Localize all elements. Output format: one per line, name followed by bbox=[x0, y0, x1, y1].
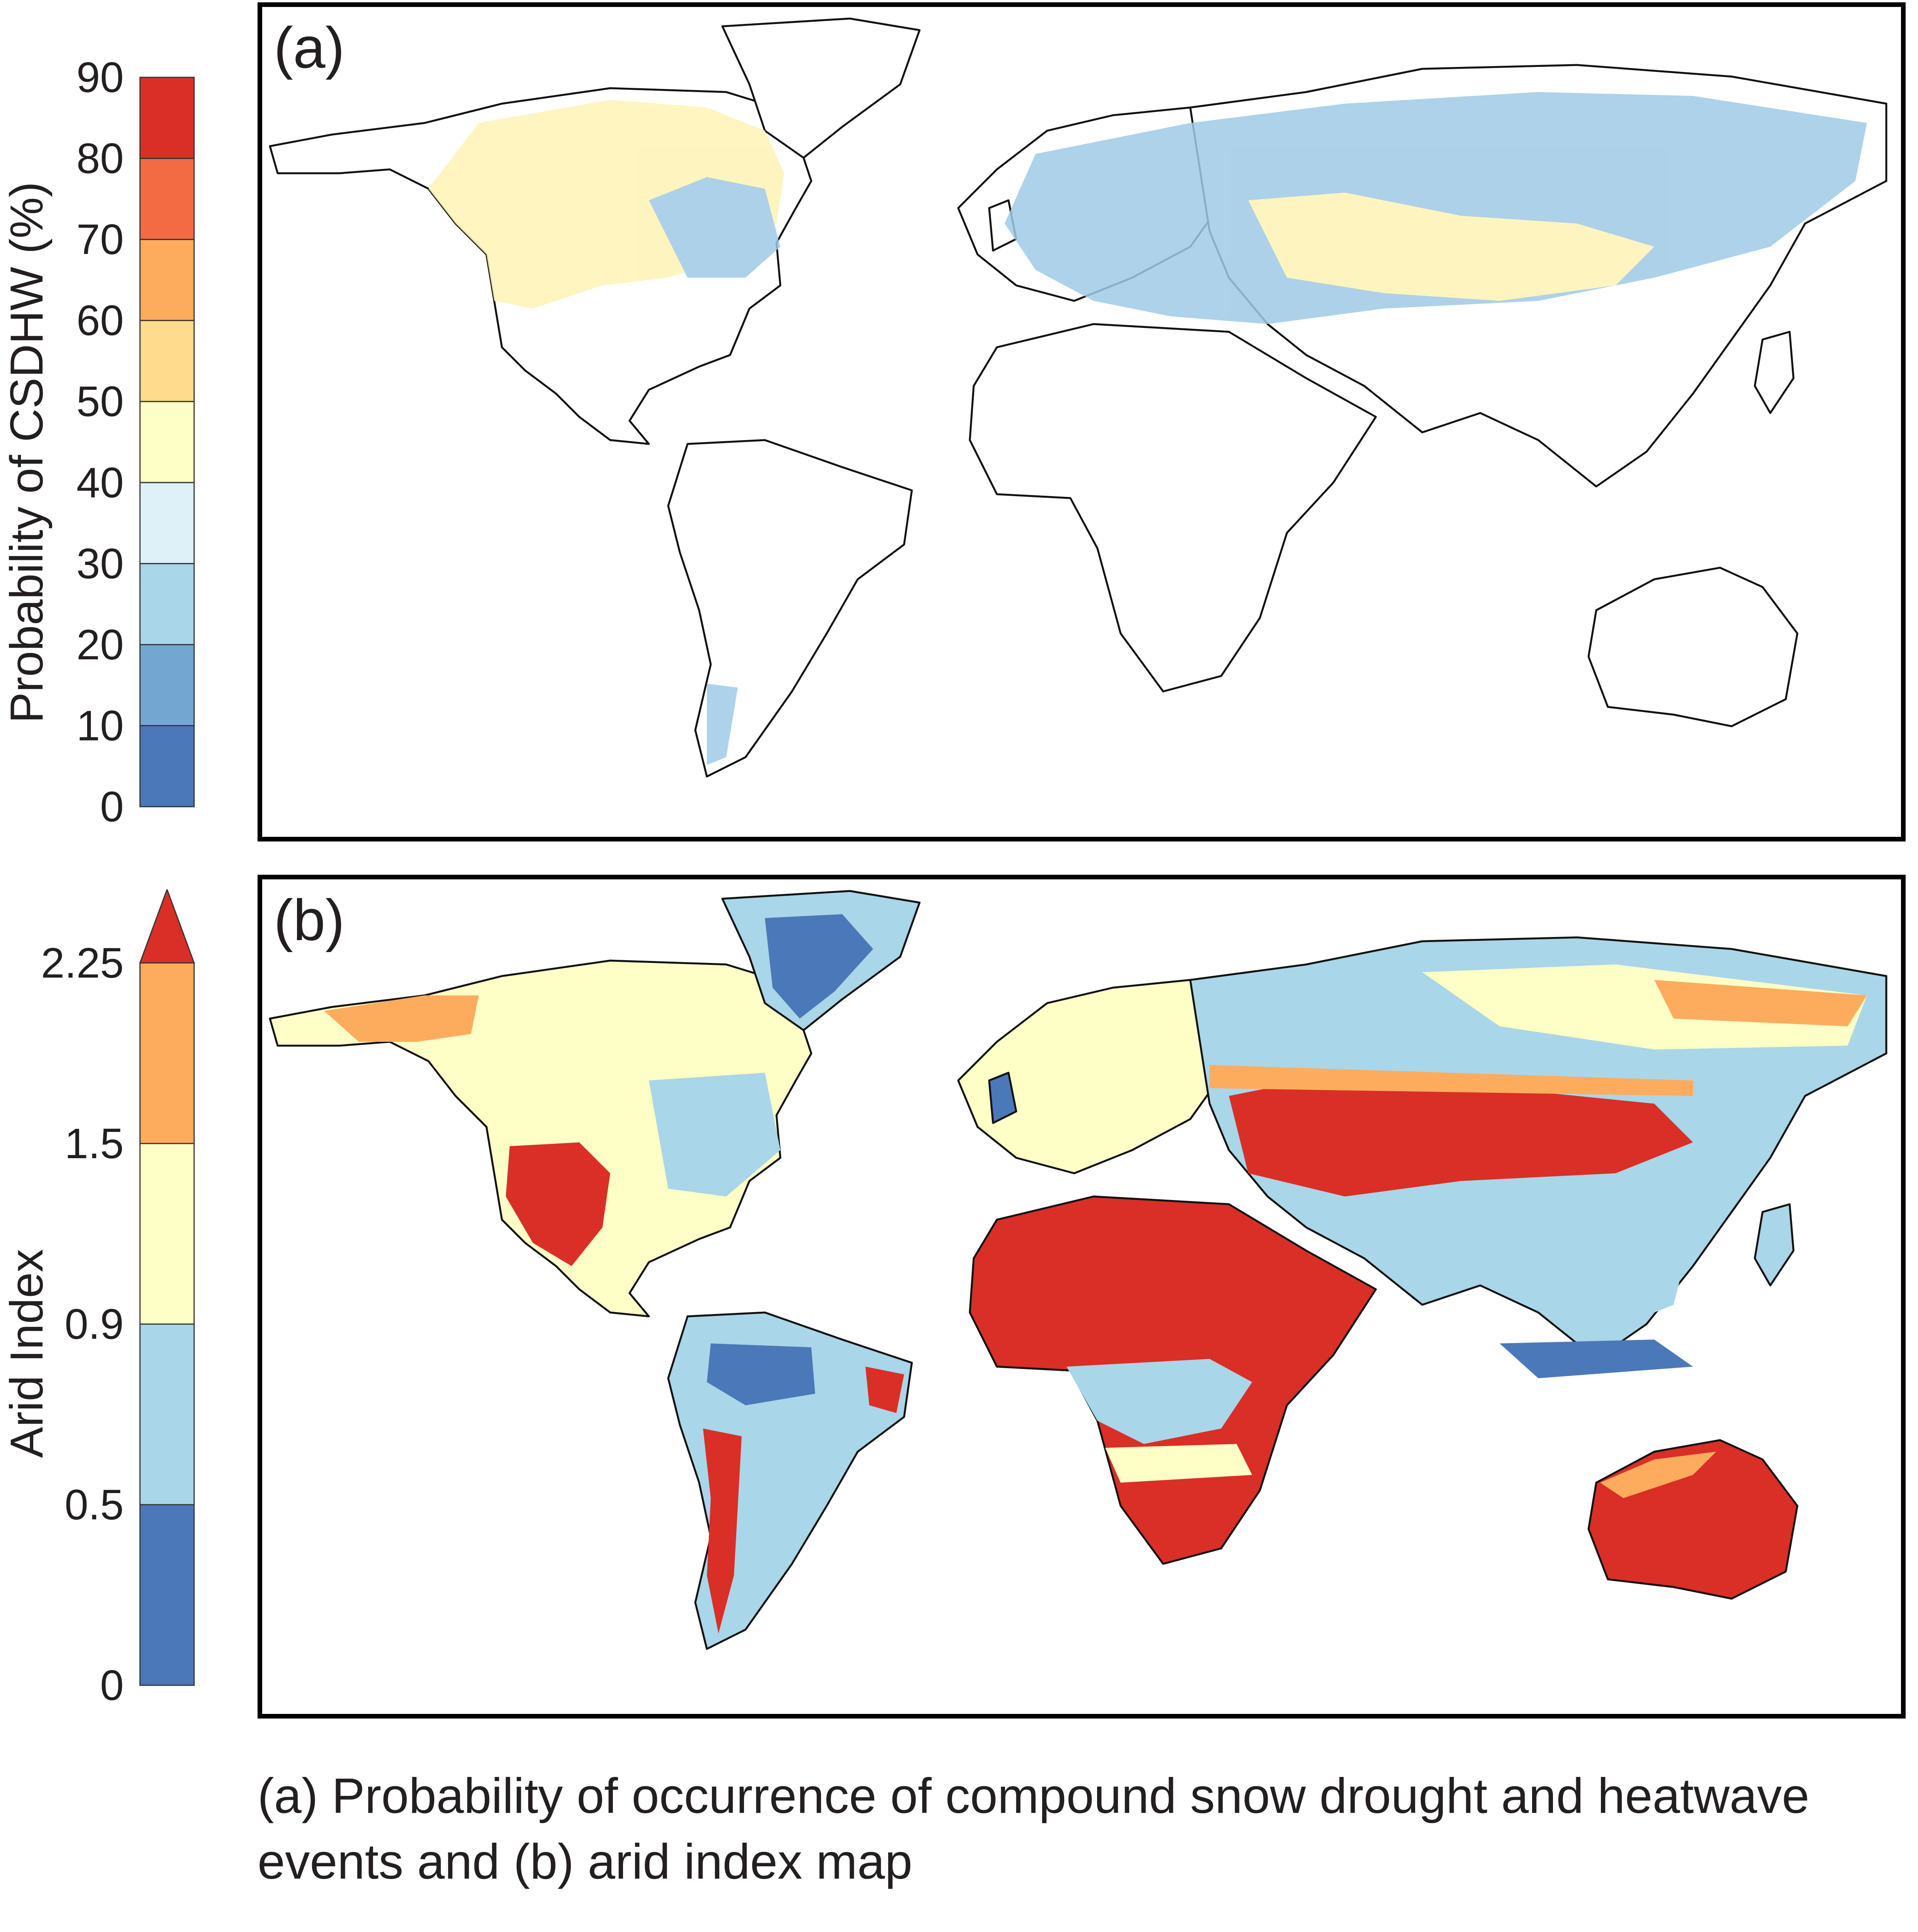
africa-outline bbox=[969, 323, 1377, 693]
colorbar-b-tick-3: 1.5 bbox=[65, 1120, 124, 1167]
eurasia-mid-region bbox=[1248, 193, 1654, 301]
australia-arid-rim bbox=[1600, 1452, 1716, 1498]
colorbar-a-tick-1: 10 bbox=[77, 702, 124, 749]
central-africa-humid bbox=[1067, 1359, 1252, 1444]
world-map-csdhw bbox=[269, 17, 1887, 778]
figure-caption: (a) Probability of occurrence of compoun… bbox=[258, 1768, 1809, 1890]
greenland-outline bbox=[721, 17, 921, 159]
siberia-arid bbox=[1654, 980, 1867, 1026]
world-map-arid-index bbox=[269, 890, 1887, 1650]
central-asia-arid-border bbox=[1210, 1065, 1693, 1096]
colorbar-a-band-3 bbox=[139, 482, 195, 564]
colorbar-a-band-6 bbox=[139, 239, 195, 321]
map-panel-a: (a) bbox=[258, 2, 1906, 841]
eastern-na-humid bbox=[649, 1073, 780, 1196]
colorbar-a-tick-4: 40 bbox=[77, 459, 124, 507]
colorbar-a-tick-9: 90 bbox=[77, 54, 124, 101]
colorbar-a-tick-8: 80 bbox=[77, 135, 124, 183]
uk-region bbox=[988, 1072, 1017, 1124]
colorbar-b-tick-1: 0.5 bbox=[65, 1481, 124, 1529]
colorbar-a-tick-6: 60 bbox=[77, 297, 124, 345]
western-us-very-arid bbox=[506, 1142, 610, 1266]
colorbar-csdhw-svg: 0 10 20 30 40 50 60 70 80 90 Probability of CSDHW… bbox=[1, 54, 195, 831]
colorbar-a-band-7 bbox=[139, 158, 195, 240]
colorbar-a-band-2 bbox=[139, 563, 195, 645]
colorbar-b-extension-arrow bbox=[139, 889, 195, 964]
colorbar-a-tick-3: 30 bbox=[77, 540, 124, 587]
alaska-arid bbox=[324, 995, 479, 1042]
colorbar-b-band-1 bbox=[139, 1323, 195, 1505]
andes-very-arid bbox=[703, 1429, 742, 1633]
eurasia-low-region bbox=[1005, 92, 1867, 324]
greenland-icecap-very-humid bbox=[765, 914, 873, 1019]
colorbar-b-tick-2: 0.9 bbox=[65, 1301, 124, 1348]
brazil-ne-arid bbox=[865, 1367, 904, 1413]
colorbar-a-band-8 bbox=[139, 77, 195, 159]
colorbar-a-band-0 bbox=[139, 725, 195, 807]
colorbar-arid-title: Arid Index bbox=[1, 1249, 53, 1458]
colorbar-a-band-4 bbox=[139, 401, 195, 483]
colorbar-a-tick-0: 0 bbox=[100, 783, 124, 831]
south-america-outline bbox=[667, 439, 913, 778]
indonesia-very-humid bbox=[1500, 1340, 1693, 1378]
canada-low-region bbox=[649, 177, 780, 278]
colorbar-csdhw-title: Probability of CSDHW (%) bbox=[1, 182, 53, 723]
southern-andes-region bbox=[707, 684, 738, 765]
central-asia-very-arid bbox=[1229, 1073, 1693, 1196]
japan-region bbox=[1754, 1203, 1795, 1287]
colorbar-a-tick-5: 50 bbox=[77, 378, 124, 425]
north-america-region bbox=[269, 959, 812, 1318]
colorbar-b-tick-0: 0 bbox=[100, 1662, 124, 1702]
panel-label-a: (a) bbox=[274, 15, 345, 80]
colorbar-a-tick-7: 70 bbox=[77, 216, 124, 263]
colorbar-b-band-3 bbox=[139, 962, 195, 1144]
colorbar-arid-index: 0 0.5 0.9 1.5 2.25 Arid Index bbox=[0, 889, 217, 1702]
southern-africa-semi bbox=[1105, 1444, 1252, 1483]
colorbar-b-band-0 bbox=[139, 1504, 195, 1686]
panel-label-b: (b) bbox=[274, 887, 345, 952]
map-panel-b: (b) bbox=[258, 875, 1906, 1719]
colorbar-csdhw: 0 10 20 30 40 50 60 70 80 90 Probability of CSDHW… bbox=[0, 46, 217, 839]
japan-outline bbox=[1754, 331, 1795, 414]
siberia-semi bbox=[1422, 964, 1867, 1050]
colorbar-arid-svg: 0 0.5 0.9 1.5 2.25 Arid Index bbox=[1, 889, 195, 1702]
colorbar-a-band-1 bbox=[139, 644, 195, 726]
amazon-very-humid bbox=[707, 1343, 815, 1405]
colorbar-b-band-2 bbox=[139, 1143, 195, 1325]
colorbar-a-tick-2: 20 bbox=[77, 621, 124, 669]
colorbar-b-tick-4: 2.25 bbox=[41, 939, 124, 987]
australia-outline bbox=[1587, 567, 1799, 727]
colorbar-a-band-5 bbox=[139, 320, 195, 402]
south-asia-humid bbox=[1538, 1220, 1693, 1336]
